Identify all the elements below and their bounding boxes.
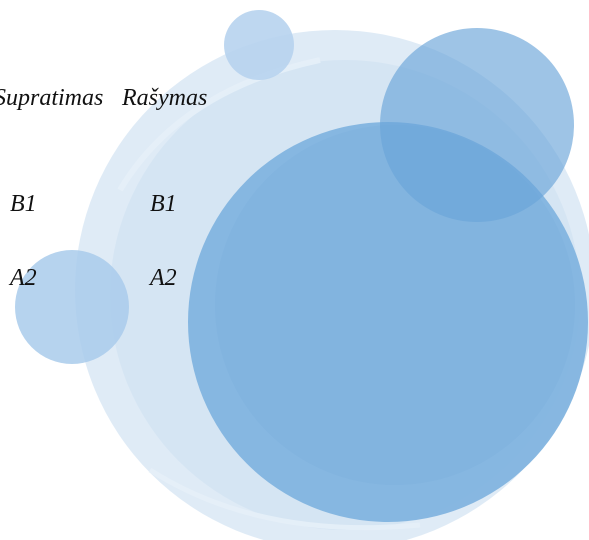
brush-stroke [148,467,421,531]
header-column-1: Supratimas [0,85,104,111]
row-2-column-1: A2 [10,265,37,291]
row-1-column-2: B1 [150,191,177,217]
bubble-upper-right [380,28,574,222]
bubble-main [188,122,588,522]
row-2-column-2: A2 [150,265,177,291]
brush-stroke [117,57,321,192]
bubble-left [15,250,129,364]
row-1-column-1: B1 [10,191,37,217]
bubble-small-top [224,10,294,80]
header-column-2: Rašymas [122,85,208,111]
